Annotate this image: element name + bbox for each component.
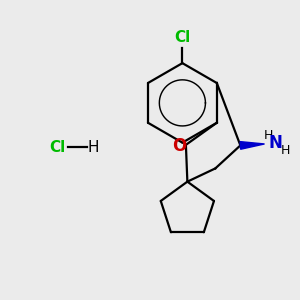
Text: H: H (88, 140, 99, 154)
Text: N: N (269, 134, 283, 152)
Text: Cl: Cl (174, 31, 190, 46)
Polygon shape (240, 142, 265, 149)
Text: Cl: Cl (49, 140, 65, 154)
Text: H: H (263, 129, 273, 142)
Text: H: H (281, 144, 290, 157)
Text: O: O (172, 137, 187, 155)
